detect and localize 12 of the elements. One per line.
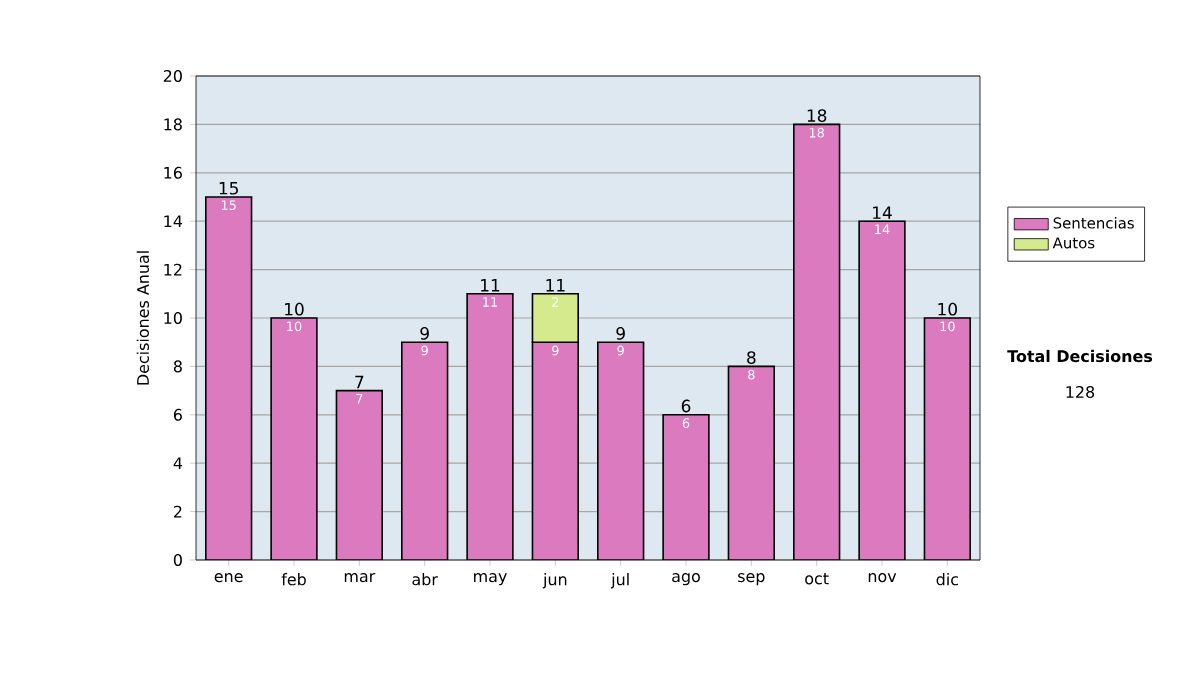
total-label: 8 xyxy=(747,351,756,365)
total-label: 11 xyxy=(481,279,500,292)
total-label: 6 xyxy=(681,399,691,413)
total-label: 7 xyxy=(355,375,364,389)
total-label: 18 xyxy=(807,109,827,123)
total-label: 10 xyxy=(938,302,957,316)
total-label: 15 xyxy=(219,182,238,195)
total-label: 14 xyxy=(873,206,892,219)
total-label: 9 xyxy=(616,327,625,340)
total-label: 11 xyxy=(546,279,565,292)
total-label: 10 xyxy=(285,302,304,316)
total-label: 9 xyxy=(420,327,429,340)
